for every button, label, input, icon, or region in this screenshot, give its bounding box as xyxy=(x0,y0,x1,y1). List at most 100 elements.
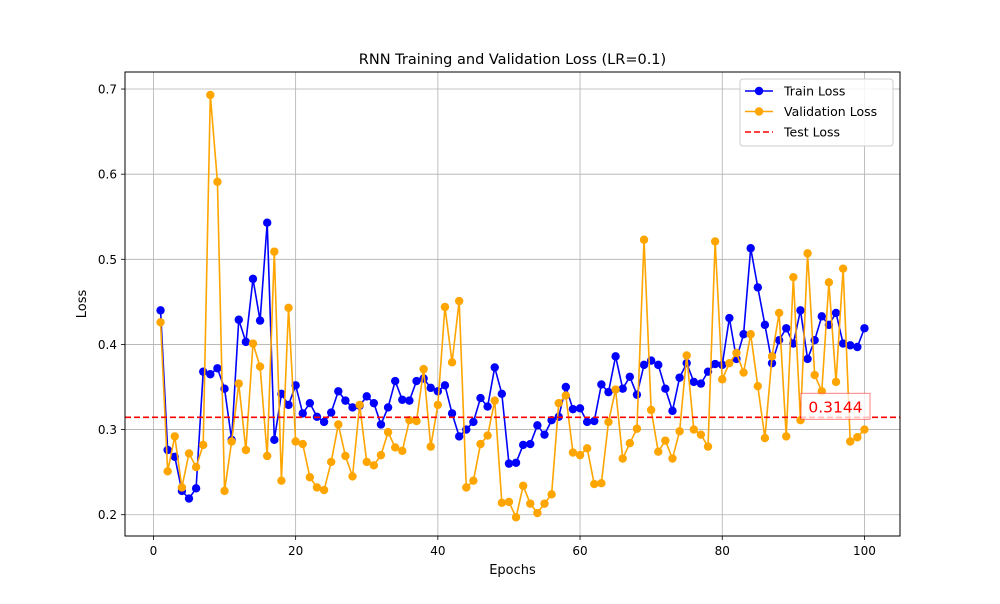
data-point xyxy=(774,308,784,318)
data-point xyxy=(234,315,243,324)
data-point xyxy=(270,247,279,256)
data-point xyxy=(241,445,251,455)
data-point xyxy=(255,316,265,325)
data-point xyxy=(199,440,208,450)
data-point xyxy=(270,435,279,444)
data-point xyxy=(838,264,848,273)
data-point xyxy=(163,467,172,476)
data-point xyxy=(611,385,620,394)
data-point xyxy=(838,339,848,348)
data-point xyxy=(341,396,350,405)
data-point xyxy=(753,381,762,391)
annotation-layer: 0.3144 xyxy=(800,392,871,420)
data-point xyxy=(490,363,499,372)
data-point xyxy=(447,358,457,367)
data-point xyxy=(426,383,435,393)
data-point xyxy=(490,396,499,405)
data-point xyxy=(526,439,535,449)
data-point xyxy=(469,417,478,427)
data-point xyxy=(625,439,635,448)
data-point xyxy=(554,398,563,408)
data-point xyxy=(853,342,862,352)
data-point xyxy=(291,437,300,446)
data-point xyxy=(860,425,869,434)
data-point xyxy=(390,443,400,452)
data-point xyxy=(582,444,592,453)
data-point xyxy=(334,420,343,429)
data-point xyxy=(476,393,485,403)
data-point xyxy=(234,379,243,388)
data-point xyxy=(469,476,478,485)
data-point xyxy=(156,318,165,327)
data-point xyxy=(746,244,755,253)
legend-marker xyxy=(754,86,764,96)
data-point xyxy=(625,372,635,381)
data-point xyxy=(462,483,471,492)
data-point xyxy=(504,497,514,507)
data-point xyxy=(341,451,350,461)
data-point xyxy=(639,235,649,244)
data-point xyxy=(398,395,407,404)
data-point xyxy=(675,373,684,382)
plot-frame xyxy=(124,71,901,537)
data-point xyxy=(774,335,784,345)
data-point xyxy=(156,306,165,315)
grid-layer xyxy=(125,72,900,536)
data-point xyxy=(668,454,677,463)
data-point xyxy=(853,433,862,442)
data-point xyxy=(518,440,528,450)
data-point xyxy=(710,359,720,369)
data-point xyxy=(369,398,379,408)
data-point xyxy=(618,454,627,463)
data-point xyxy=(241,337,251,347)
data-point xyxy=(383,427,393,437)
data-point xyxy=(405,396,414,405)
data-point xyxy=(860,324,869,333)
data-point xyxy=(696,430,706,439)
y-tick-label: 0.2 xyxy=(98,508,117,522)
data-point xyxy=(454,296,464,306)
data-point xyxy=(348,472,357,481)
data-point xyxy=(312,483,322,492)
data-point xyxy=(220,486,229,496)
x-tick-label: 100 xyxy=(853,544,876,558)
data-point xyxy=(639,360,649,370)
data-point xyxy=(504,459,514,468)
data-point xyxy=(454,432,464,441)
data-point xyxy=(206,370,215,379)
data-point xyxy=(398,446,407,456)
data-point xyxy=(533,421,542,430)
test-loss-annotation-box xyxy=(800,392,871,420)
data-point xyxy=(568,448,578,457)
legend-item-validation-loss: Validation Loss xyxy=(745,104,877,119)
legend-marker xyxy=(754,107,764,116)
data-point xyxy=(810,370,819,380)
data-point xyxy=(760,433,770,443)
data-point xyxy=(632,424,642,433)
data-point xyxy=(803,249,812,258)
data-point xyxy=(518,481,528,490)
data-point xyxy=(760,320,770,330)
data-point xyxy=(284,303,293,313)
data-point xyxy=(383,403,393,412)
data-point xyxy=(604,417,613,427)
data-point xyxy=(661,436,670,445)
data-point xyxy=(540,430,549,439)
data-point xyxy=(511,458,521,467)
data-point xyxy=(191,484,201,493)
data-point xyxy=(547,490,556,499)
data-point xyxy=(703,442,713,451)
series-train-loss xyxy=(156,218,869,503)
data-point xyxy=(376,420,386,429)
data-point xyxy=(433,400,443,410)
data-point xyxy=(725,358,734,368)
data-point xyxy=(369,461,379,470)
data-point xyxy=(263,451,272,461)
data-point xyxy=(831,308,841,318)
legend-item-train-loss: Train Loss xyxy=(745,84,845,99)
data-point xyxy=(362,392,371,401)
legend-label: Test Loss xyxy=(783,125,840,140)
data-point xyxy=(668,406,677,416)
data-point xyxy=(355,400,364,410)
